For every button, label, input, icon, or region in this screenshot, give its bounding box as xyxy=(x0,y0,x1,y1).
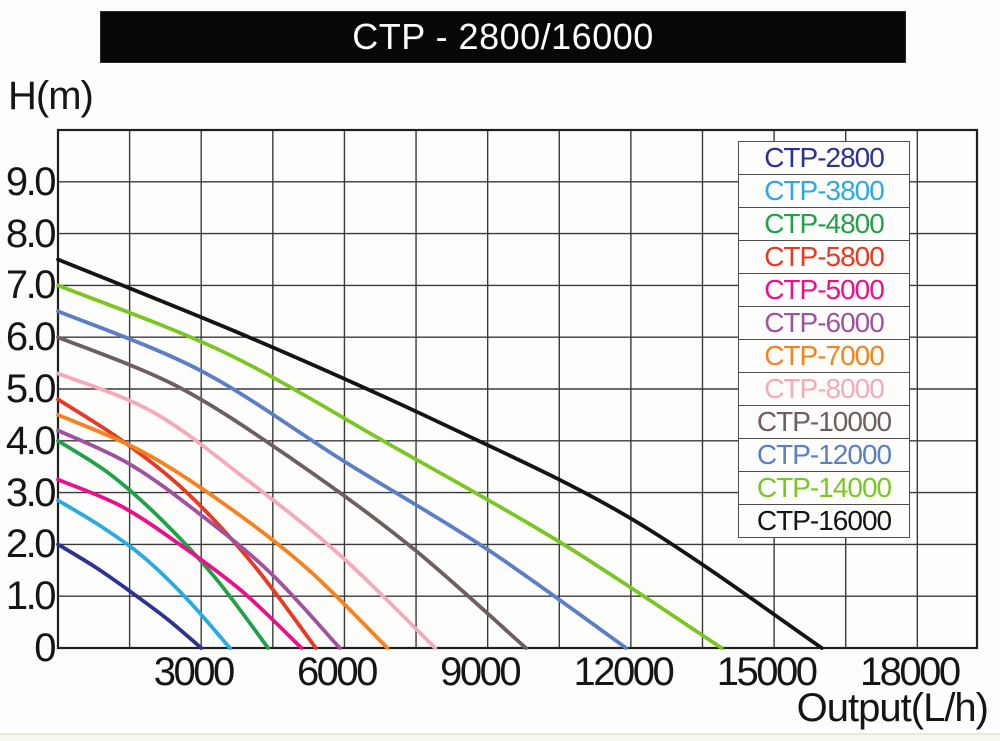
x-tick-label-6000: 6000 xyxy=(296,650,378,694)
legend-item-ctp-7000: CTP-7000 xyxy=(738,339,910,373)
series-curve-ctp-12000 xyxy=(56,309,628,650)
y-tick-label-6.0: 6.0 xyxy=(5,315,57,360)
x-tick-label-3000: 3000 xyxy=(153,650,235,694)
y-tick-label-3.0: 3.0 xyxy=(5,470,57,515)
plot-border xyxy=(56,128,979,650)
title-banner: CTP - 2800/16000 xyxy=(100,11,906,63)
series-curve-ctp-2800 xyxy=(56,542,204,650)
y-tick-label-5.0: 5.0 xyxy=(5,367,57,411)
legend-item-ctp-10000: CTP-10000 xyxy=(738,405,910,439)
chart-title: CTP - 2800/16000 xyxy=(352,16,654,57)
x-axis-title: Output(L/h) xyxy=(796,686,989,730)
legend-item-ctp-8000: CTP-8000 xyxy=(738,372,910,406)
series-curve-ctp-14000 xyxy=(56,283,724,650)
x-tick-label-18000: 18000 xyxy=(859,650,961,694)
series-curve-ctp-7000 xyxy=(56,413,390,650)
legend-item-ctp-6000: CTP-6000 xyxy=(738,306,910,340)
series-curve-ctp-16000 xyxy=(56,257,824,650)
y-tick-label-0: 0 xyxy=(34,626,56,670)
legend-item-ctp-5000: CTP-5000 xyxy=(738,273,910,307)
legend-item-ctp-16000: CTP-16000 xyxy=(738,504,910,538)
y-tick-label-1.0: 1.0 xyxy=(5,574,57,619)
legend-item-ctp-3800: CTP-3800 xyxy=(738,174,910,208)
series-curve-ctp-8000 xyxy=(56,371,437,650)
y-tick-label-8.0: 8.0 xyxy=(5,211,57,256)
legend-item-ctp-2800: CTP-2800 xyxy=(738,141,910,175)
legend-item-ctp-4800: CTP-4800 xyxy=(738,207,910,241)
y-tick-label-9.0: 9.0 xyxy=(5,159,57,204)
y-tick-label-4.0: 4.0 xyxy=(5,418,57,463)
series-curve-ctp-5800 xyxy=(56,397,318,650)
y-tick-label-2.0: 2.0 xyxy=(5,522,57,567)
y-tick-label-7.0: 7.0 xyxy=(5,263,57,308)
legend: CTP-2800 CTP-3800 CTP-4800 CTP-5800 CTP-5000… xyxy=(738,141,910,538)
series-curve-ctp-10000 xyxy=(56,335,528,650)
series-curve-ctp-6000 xyxy=(56,428,342,650)
x-tick-label-9000: 9000 xyxy=(440,650,521,694)
x-tick-label-15000: 15000 xyxy=(716,650,818,694)
series-curve-ctp-4800 xyxy=(56,438,270,650)
legend-item-ctp-12000: CTP-12000 xyxy=(738,438,910,472)
y-axis-title: H(m) xyxy=(8,74,94,118)
series-curve-ctp-3800 xyxy=(56,498,232,650)
x-tick-label-12000: 12000 xyxy=(573,650,675,694)
legend-item-ctp-5800: CTP-5800 xyxy=(738,240,910,274)
legend-item-ctp-14000: CTP-14000 xyxy=(738,471,910,505)
page-bottom-strip xyxy=(0,733,1000,741)
series-curve-ctp-5000 xyxy=(56,477,304,650)
